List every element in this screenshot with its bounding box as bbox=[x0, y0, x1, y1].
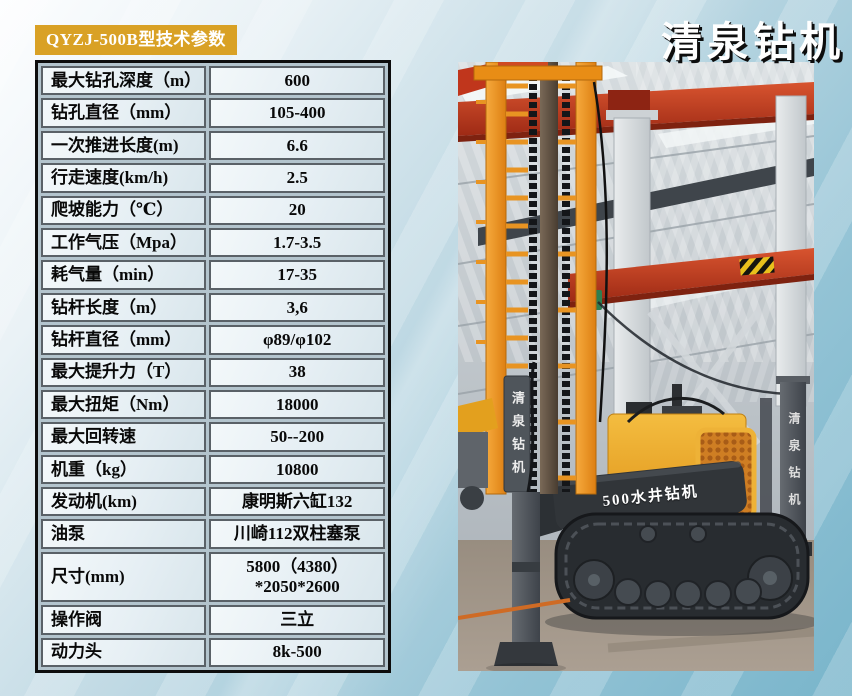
table-row: 动力头 8k-500 bbox=[41, 637, 385, 667]
side-machine bbox=[458, 398, 498, 510]
param-label: 最大扭矩（Nm） bbox=[41, 389, 207, 420]
param-label: 行走速度(km/h) bbox=[41, 163, 207, 193]
floor-stripe bbox=[458, 598, 571, 620]
param-label: 钻杆直径（mm） bbox=[41, 325, 207, 355]
table-row: 操作阀 三立 bbox=[41, 605, 385, 635]
param-label: 动力头 bbox=[41, 637, 207, 667]
param-value: 康明斯六缸132 bbox=[209, 487, 385, 517]
param-value: 17-35 bbox=[209, 260, 385, 290]
param-value: 105-400 bbox=[209, 98, 385, 128]
param-label: 耗气量（min） bbox=[41, 260, 207, 290]
table-row: 最大扭矩（Nm） 18000 bbox=[41, 389, 385, 420]
product-photo: 清泉钻机 清泉钻机 500水井钻机 bbox=[458, 62, 814, 671]
param-label: 最大提升力（T） bbox=[41, 357, 207, 387]
param-label: 钻杆长度（m） bbox=[41, 292, 207, 323]
param-value: 三立 bbox=[209, 605, 385, 635]
table-row: 最大回转速 50--200 bbox=[41, 422, 385, 452]
table-row: 尺寸(mm) 5800（4380） *2050*2600 bbox=[41, 551, 385, 603]
param-value: 6.6 bbox=[209, 130, 385, 161]
param-label: 工作气压（Mpa） bbox=[41, 227, 207, 258]
crane-beam-lower bbox=[568, 248, 814, 308]
param-label: 爬坡能力（℃） bbox=[41, 195, 207, 225]
table-row: 最大提升力（T） 38 bbox=[41, 357, 385, 387]
table-row: 钻孔直径（mm） 105-400 bbox=[41, 98, 385, 128]
crawler-track bbox=[554, 512, 810, 620]
param-label: 操作阀 bbox=[41, 605, 207, 635]
param-value: 20 bbox=[209, 195, 385, 225]
support-leg bbox=[486, 492, 566, 671]
support-post bbox=[760, 376, 812, 556]
table-row: 钻杆长度（m） 3,6 bbox=[41, 292, 385, 323]
table-row: 耗气量（min） 17-35 bbox=[41, 260, 385, 290]
param-label: 最大回转速 bbox=[41, 422, 207, 452]
table-row: 行走速度(km/h) 2.5 bbox=[41, 163, 385, 193]
param-label: 机重（kg） bbox=[41, 454, 207, 485]
param-label: 一次推进长度(m) bbox=[41, 130, 207, 161]
param-value: 3,6 bbox=[209, 292, 385, 323]
param-value: 600 bbox=[209, 66, 385, 96]
model-badge: QYZJ-500B型技术参数 bbox=[35, 25, 237, 55]
param-value: 50--200 bbox=[209, 422, 385, 452]
param-label: 油泵 bbox=[41, 519, 207, 549]
param-value: 38 bbox=[209, 357, 385, 387]
spec-table: 最大钻孔深度（m） 600 钻孔直径（mm） 105-400 一次推进长度(m) 6.6 行… bbox=[35, 60, 391, 673]
table-row: 钻杆直径（mm） φ89/φ102 bbox=[41, 325, 385, 355]
param-value: 10800 bbox=[209, 454, 385, 485]
factory-illustration bbox=[458, 62, 814, 671]
param-label: 尺寸(mm) bbox=[41, 551, 207, 603]
table-row: 工作气压（Mpa） 1.7-3.5 bbox=[41, 227, 385, 258]
param-label: 发动机(km) bbox=[41, 487, 207, 517]
drill-mast bbox=[473, 62, 609, 495]
brand-title: 清泉钻机 bbox=[661, 19, 845, 65]
table-row: 最大钻孔深度（m） 600 bbox=[41, 66, 385, 96]
param-value: 5800（4380） *2050*2600 bbox=[209, 551, 385, 603]
table-row: 机重（kg） 10800 bbox=[41, 454, 385, 485]
param-value: 8k-500 bbox=[209, 637, 385, 667]
param-value: φ89/φ102 bbox=[209, 325, 385, 355]
hose-cable bbox=[597, 301, 791, 396]
param-value: 2.5 bbox=[209, 163, 385, 193]
param-label: 最大钻孔深度（m） bbox=[41, 66, 207, 96]
table-row: 爬坡能力（℃） 20 bbox=[41, 195, 385, 225]
table-row: 一次推进长度(m) 6.6 bbox=[41, 130, 385, 161]
param-value: 1.7-3.5 bbox=[209, 227, 385, 258]
table-row: 发动机(km) 康明斯六缸132 bbox=[41, 487, 385, 517]
table-row: 油泵 川崎112双柱塞泵 bbox=[41, 519, 385, 549]
param-label: 钻孔直径（mm） bbox=[41, 98, 207, 128]
param-value: 川崎112双柱塞泵 bbox=[209, 519, 385, 549]
param-value: 18000 bbox=[209, 389, 385, 420]
